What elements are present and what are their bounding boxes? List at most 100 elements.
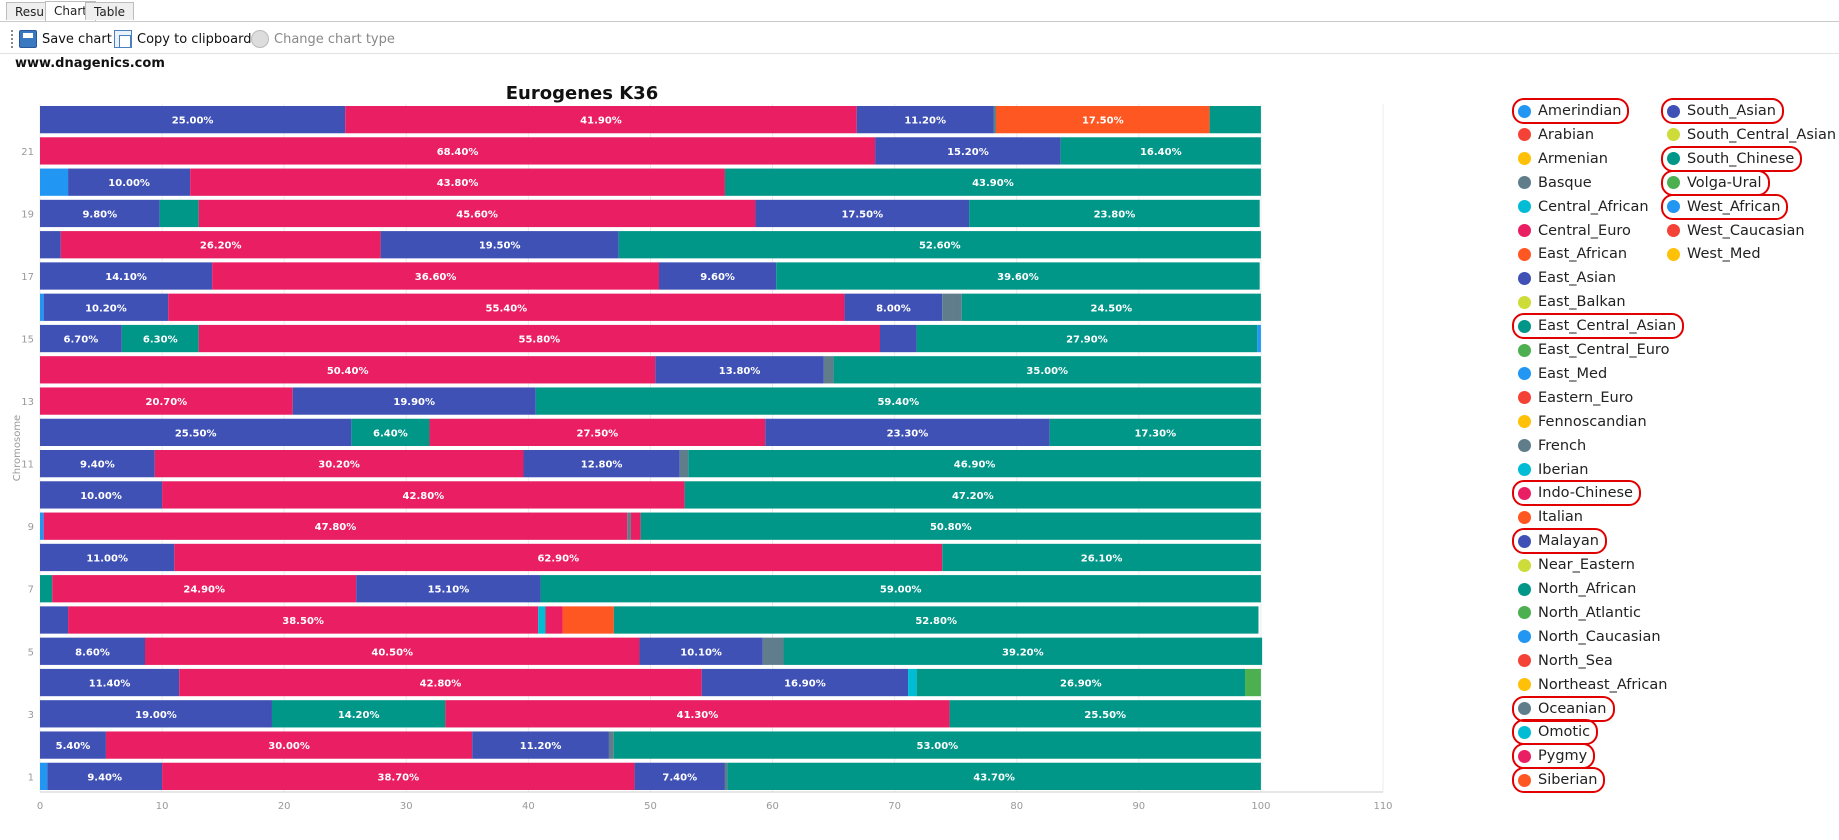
legend-item[interactable]: North_Sea (1518, 650, 1613, 672)
bar-segment[interactable] (659, 262, 777, 290)
bar-segment[interactable] (762, 637, 784, 665)
legend-item[interactable]: Omotic (1512, 719, 1599, 746)
legend-item[interactable]: Indo-Chinese (1512, 480, 1641, 507)
bar-segment[interactable] (969, 199, 1260, 228)
legend-item[interactable]: Armenian (1518, 148, 1608, 170)
legend-item[interactable]: Near_Eastern (1518, 554, 1635, 576)
legend-item[interactable]: East_Med (1518, 363, 1607, 385)
legend-item[interactable]: French (1518, 435, 1586, 457)
bar-segment[interactable] (634, 762, 725, 790)
bar-segment[interactable] (538, 606, 546, 634)
bar-segment[interactable] (679, 450, 689, 478)
tab-chart[interactable]: Chart (45, 1, 96, 21)
legend-item[interactable]: Central_Euro (1518, 220, 1631, 242)
bar-segment[interactable] (1049, 418, 1261, 446)
bar-segment[interactable] (40, 481, 163, 509)
legend-item[interactable]: West_Caucasian (1667, 220, 1805, 242)
bar-segment[interactable] (429, 418, 766, 446)
bar-segment[interactable] (198, 199, 756, 228)
bar-segment[interactable] (724, 168, 1261, 196)
bar-segment[interactable] (1245, 668, 1261, 697)
bar-segment[interactable] (942, 543, 1261, 572)
bar-segment[interactable] (875, 137, 1061, 165)
legend-item[interactable]: North_Caucasian (1518, 626, 1661, 648)
bar-segment[interactable] (162, 762, 635, 790)
bar-segment[interactable] (40, 668, 180, 697)
bar-segment[interactable] (40, 199, 160, 228)
bar-segment[interactable] (168, 293, 845, 321)
bar-segment[interactable] (40, 700, 272, 728)
bar-segment[interactable] (121, 324, 199, 353)
legend-item[interactable]: East_Central_Asian (1512, 313, 1685, 340)
bar-segment[interactable] (688, 450, 1261, 478)
bar-segment[interactable] (993, 106, 996, 134)
bar-segment[interactable] (159, 199, 199, 228)
bar-segment[interactable] (472, 731, 609, 759)
bar-segment[interactable] (212, 262, 660, 290)
legend-item[interactable]: West_African (1661, 193, 1789, 220)
bar-segment[interactable] (613, 606, 1259, 634)
bar-segment[interactable] (40, 262, 213, 290)
bar-segment[interactable] (727, 762, 1261, 790)
bar-segment[interactable] (52, 575, 357, 603)
legend-item[interactable]: Fennoscandian (1518, 411, 1647, 433)
bar-segment[interactable] (40, 168, 69, 196)
legend-item[interactable]: East_Central_Euro (1518, 339, 1669, 361)
bar-segment[interactable] (1209, 106, 1261, 134)
bar-segment[interactable] (701, 668, 909, 697)
bar-segment[interactable] (190, 168, 725, 196)
bar-segment[interactable] (174, 543, 943, 572)
bar-segment[interactable] (40, 293, 44, 321)
bar-segment[interactable] (345, 106, 857, 134)
bar-segment[interactable] (60, 231, 381, 259)
bar-segment[interactable] (40, 762, 48, 790)
tab-table[interactable]: Table (85, 2, 135, 20)
bar-segment[interactable] (40, 731, 106, 759)
bar-segment[interactable] (40, 512, 44, 540)
bar-segment[interactable] (144, 637, 640, 665)
bar-segment[interactable] (765, 418, 1050, 446)
bar-segment[interactable] (639, 637, 763, 665)
bar-segment[interactable] (40, 231, 61, 259)
bar-segment[interactable] (608, 731, 614, 759)
bar-segment[interactable] (640, 512, 1261, 540)
bar-segment[interactable] (40, 356, 656, 384)
bar-segment[interactable] (655, 356, 824, 384)
bar-segment[interactable] (562, 606, 614, 634)
bar-segment[interactable] (724, 762, 728, 790)
bar-segment[interactable] (684, 481, 1261, 509)
copy-to-clipboard-button[interactable]: Copy to clipboard (114, 29, 251, 49)
legend-item[interactable]: East_Asian (1518, 267, 1616, 289)
legend-item[interactable]: South_Central_Asian (1667, 124, 1836, 146)
bar-segment[interactable] (995, 106, 1210, 134)
bar-segment[interactable] (776, 262, 1260, 290)
bar-segment[interactable] (292, 387, 536, 415)
bar-segment[interactable] (856, 106, 994, 134)
bar-segment[interactable] (540, 575, 1261, 603)
legend-item[interactable]: Siberian (1512, 767, 1606, 794)
bar-segment[interactable] (952, 293, 962, 321)
bar-segment[interactable] (40, 106, 346, 134)
bar-segment[interactable] (40, 543, 175, 572)
bar-segment[interactable] (162, 481, 685, 509)
bar-segment[interactable] (630, 512, 641, 540)
bar-segment[interactable] (40, 418, 352, 446)
bar-segment[interactable] (916, 668, 1246, 697)
legend-item[interactable]: Volga-Ural (1661, 169, 1770, 196)
bar-segment[interactable] (47, 762, 163, 790)
legend-item[interactable]: Malayan (1512, 528, 1607, 555)
legend-item[interactable]: Arabian (1518, 124, 1594, 146)
bar-segment[interactable] (916, 324, 1258, 353)
bar-segment[interactable] (179, 668, 702, 697)
bar-segment[interactable] (105, 731, 473, 759)
bar-segment[interactable] (961, 293, 1261, 321)
bar-segment[interactable] (43, 293, 169, 321)
bar-segment[interactable] (40, 450, 155, 478)
bar-segment[interactable] (40, 324, 122, 353)
legend-item[interactable]: East_African (1518, 243, 1627, 265)
legend-item[interactable]: Amerindian (1512, 98, 1630, 124)
legend-item[interactable]: North_Atlantic (1518, 602, 1641, 624)
change-chart-type-button[interactable]: Change chart type (251, 29, 395, 49)
bar-segment[interactable] (523, 450, 680, 478)
bar-segment[interactable] (844, 293, 943, 321)
